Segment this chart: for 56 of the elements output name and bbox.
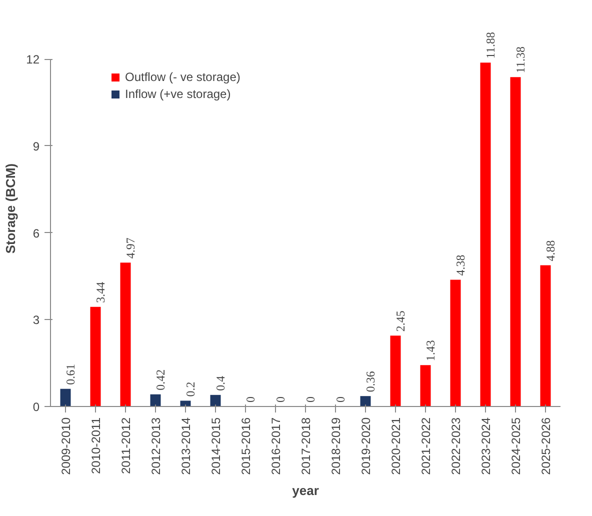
y-tick-label: 9 bbox=[32, 139, 40, 154]
bar bbox=[60, 388, 71, 406]
bar bbox=[90, 306, 101, 406]
x-tick-label: 2022-2023 bbox=[449, 417, 463, 475]
bar bbox=[360, 396, 371, 406]
x-tick-label: 2025-2026 bbox=[539, 417, 553, 475]
bar bbox=[120, 262, 131, 406]
data-label: 2.45 bbox=[394, 310, 408, 332]
x-tick-label: 2011-2012 bbox=[119, 417, 133, 474]
data-label: 4.38 bbox=[454, 254, 468, 276]
data-label: 4.88 bbox=[544, 240, 558, 262]
bar bbox=[510, 77, 521, 406]
y-tick-label: 12 bbox=[26, 52, 40, 67]
bar bbox=[450, 280, 461, 406]
data-label: 4.97 bbox=[124, 238, 138, 259]
data-label: 0.61 bbox=[64, 364, 78, 385]
x-tick-label: 2014-2015 bbox=[209, 417, 223, 475]
bar bbox=[480, 62, 491, 406]
bar bbox=[540, 265, 551, 406]
data-label: 0 bbox=[244, 396, 258, 402]
x-tick-label: 2017-2018 bbox=[299, 417, 313, 475]
x-tick-label: 2012-2013 bbox=[149, 417, 163, 475]
x-axis-title: year bbox=[292, 482, 319, 498]
y-tick-label: 6 bbox=[32, 226, 40, 240]
x-tick-label: 2010-2011 bbox=[89, 417, 103, 474]
y-axis-title: Storage (BCM) bbox=[3, 163, 18, 254]
data-label: 3.44 bbox=[94, 282, 108, 303]
x-tick-label: 2020-2021 bbox=[389, 417, 403, 475]
x-tick-label: 2021-2022 bbox=[419, 417, 433, 475]
bar bbox=[180, 400, 191, 406]
data-label: 0.42 bbox=[154, 369, 168, 390]
bar bbox=[420, 365, 431, 406]
x-tick-label: 2023-2024 bbox=[479, 417, 493, 475]
data-label: 11.88 bbox=[484, 32, 498, 59]
x-tick-label: 2009-2010 bbox=[59, 417, 73, 475]
bar bbox=[150, 394, 161, 406]
bar bbox=[210, 394, 221, 406]
data-label: 1.43 bbox=[424, 340, 438, 362]
data-label: 0 bbox=[274, 396, 288, 402]
data-label: 0.4 bbox=[214, 376, 228, 391]
x-tick-label: 2016-2017 bbox=[269, 417, 283, 475]
bar bbox=[390, 336, 401, 406]
data-label: 0 bbox=[304, 396, 318, 402]
x-tick-label: 2013-2014 bbox=[179, 417, 193, 475]
data-label: 0 bbox=[334, 396, 348, 402]
x-tick-label: 2015-2016 bbox=[239, 417, 253, 475]
x-tick-label: 2024-2025 bbox=[509, 417, 523, 475]
data-label: 0.2 bbox=[184, 382, 198, 397]
y-tick-label: 3 bbox=[32, 313, 40, 328]
data-label: 11.38 bbox=[514, 46, 528, 74]
data-label: 0.36 bbox=[364, 371, 378, 392]
legend-label: Inflow (+ve storage) bbox=[125, 87, 231, 101]
y-tick-label: 0 bbox=[32, 400, 40, 414]
x-tick-label: 2018-2019 bbox=[329, 417, 343, 475]
x-tick-label: 2019-2020 bbox=[359, 417, 373, 475]
legend-label: Outflow (- ve storage) bbox=[125, 70, 240, 84]
